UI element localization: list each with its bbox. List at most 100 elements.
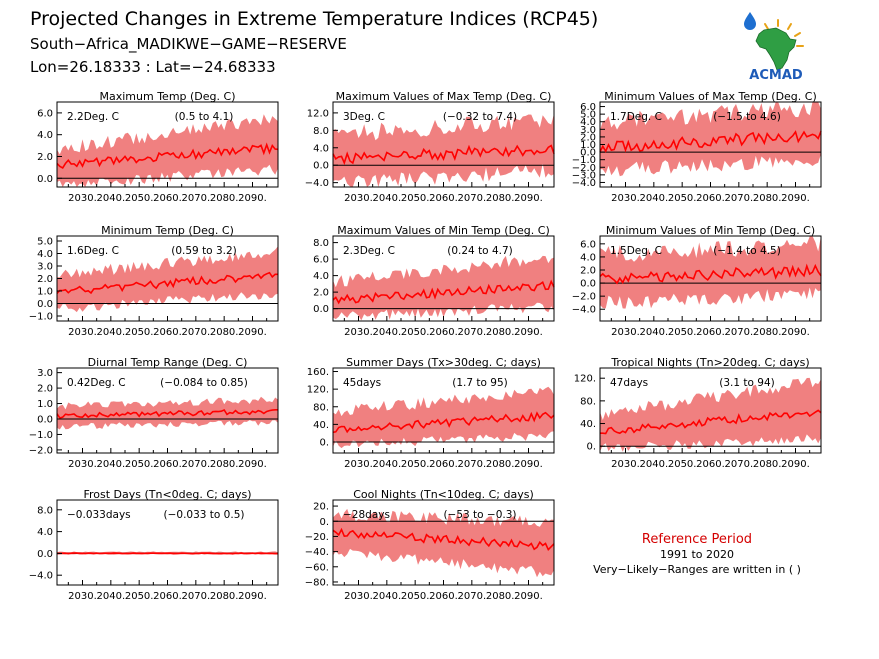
y-tick-label: 0.: [586, 442, 596, 453]
change-value: 1.6Deg. C: [67, 245, 119, 257]
y-tick-label: 5.0: [580, 110, 596, 121]
panel-title: Minimum Values of Min Temp (Deg. C): [606, 224, 815, 237]
panel-2: 2030. 2040. 2050. 2060. 2070. 2080. 2090. −4.0 0…: [305, 90, 555, 204]
x-tick-label: 2090.: [781, 193, 810, 204]
x-tick-label: 2040.: [97, 327, 126, 338]
y-tick-label: −1.0: [572, 155, 596, 166]
likely-range-band: [600, 377, 821, 452]
x-tick-label: 2060.: [696, 459, 725, 470]
x-tick-label: 2070.: [458, 459, 487, 470]
x-tick-label: 2050.: [125, 193, 154, 204]
x-tick-label: 2050.: [401, 591, 430, 602]
x-tick-label: 2080.: [210, 327, 239, 338]
likely-range-label: (−53 to −0.3): [443, 509, 516, 521]
y-tick-label: 1.0: [580, 140, 596, 151]
y-tick-label: −40.: [305, 547, 329, 558]
panel-7: 2030. 2040. 2050. 2060. 2070. 2080. 2090. −2.0 −…: [29, 356, 279, 470]
y-tick-label: 2.0: [37, 384, 53, 395]
x-tick-label: 2030.: [68, 193, 97, 204]
likely-range-band: [57, 114, 278, 187]
x-tick-label: 2080.: [486, 459, 515, 470]
likely-range-label: (3.1 to 94): [719, 377, 774, 389]
likely-range-band: [600, 236, 821, 309]
median-line: [57, 552, 278, 555]
change-value: 45days: [343, 377, 381, 389]
x-tick-label: 2040.: [97, 591, 126, 602]
panel-3: 2030. 2040. 2050. 2060. 2070. 2080. 2090.−4.0−…: [572, 90, 822, 204]
y-tick-label: 4.0: [37, 249, 53, 260]
x-tick-label: 2030.: [344, 193, 373, 204]
x-tick-label: 2070.: [725, 193, 754, 204]
y-tick-label: 0.: [319, 517, 329, 528]
y-tick-label: −2.0: [572, 163, 596, 174]
x-tick-label: 2060.: [153, 591, 182, 602]
panel-10: 2030. 2040. 2050. 2060. 2070. 2080. 2090. −4.0 0…: [29, 488, 279, 602]
y-tick-label: 20.: [313, 502, 329, 513]
x-tick-label: 2060.: [429, 591, 458, 602]
median-line: [332, 411, 555, 434]
likely-range-label: (0.59 to 3.2): [171, 245, 237, 257]
y-tick-label: 4.0: [37, 527, 53, 538]
y-tick-label: 4.0: [580, 252, 596, 263]
y-tick-label: 40.: [580, 419, 596, 430]
panel-title: Cool Nights (Tn<10deg. C; days): [353, 488, 534, 501]
x-tick-label: 2060.: [153, 327, 182, 338]
x-tick-label: 2070.: [182, 193, 211, 204]
y-tick-label: 8.0: [313, 126, 329, 137]
y-tick-label: 6.0: [580, 102, 596, 113]
likely-range-band: [57, 246, 278, 313]
change-value: 47days: [610, 377, 648, 389]
x-tick-label: 2090.: [514, 327, 543, 338]
x-tick-label: 2040.: [373, 591, 402, 602]
y-tick-label: 3.0: [37, 262, 53, 273]
x-tick-label: 2090.: [238, 327, 267, 338]
change-value: 3Deg. C: [343, 111, 385, 123]
x-tick-label: 2050.: [401, 327, 430, 338]
change-value: 0.42Deg. C: [67, 377, 126, 389]
median-line: [56, 271, 278, 295]
y-tick-label: −3.0: [572, 170, 596, 181]
x-tick-label: 2060.: [696, 327, 725, 338]
y-tick-label: 4.0: [313, 271, 329, 282]
y-tick-label: 6.0: [37, 108, 53, 119]
x-tick-label: 2030.: [344, 327, 373, 338]
x-tick-label: 2070.: [182, 591, 211, 602]
x-tick-label: 2080.: [753, 459, 782, 470]
y-tick-label: −80.: [305, 577, 329, 588]
x-tick-label: 2040.: [640, 459, 669, 470]
x-tick-label: 2050.: [125, 459, 154, 470]
y-tick-label: 80.: [580, 396, 596, 407]
x-tick-label: 2040.: [373, 459, 402, 470]
x-tick-label: 2080.: [753, 193, 782, 204]
x-tick-label: 2080.: [486, 591, 515, 602]
y-tick-label: 0.0: [37, 415, 53, 426]
panel-title: Minimum Temp (Deg. C): [101, 224, 234, 237]
water-drop-icon: [744, 12, 756, 30]
median-line: [332, 144, 555, 166]
change-value: 1.7Deg. C: [610, 111, 662, 123]
y-tick-label: 80.: [313, 402, 329, 413]
y-tick-label: 12.0: [307, 108, 329, 119]
y-tick-label: 8.0: [313, 238, 329, 249]
panel-9: 2030. 2040. 2050. 2060. 2070. 2080. 2090. 0. 40.…: [574, 356, 822, 470]
panel-4: 2030. 2040. 2050. 2060. 2070. 2080. 2090. −1.0 0…: [29, 224, 279, 338]
x-tick-label: 2040.: [640, 327, 669, 338]
panel-6: 2030. 2040. 2050. 2060. 2070. 2080. 2090. −4.0 −…: [572, 224, 822, 338]
x-tick-label: 2070.: [182, 327, 211, 338]
acmad-logo: ACMAD: [744, 12, 804, 83]
median-line: [332, 527, 555, 551]
x-tick-label: 2040.: [373, 193, 402, 204]
x-tick-label: 2050.: [125, 591, 154, 602]
x-tick-label: 2040.: [373, 327, 402, 338]
likely-range-label: (1.7 to 95): [452, 377, 507, 389]
x-tick-label: 2090.: [514, 459, 543, 470]
change-value: −0.033days: [67, 509, 131, 521]
likely-range-band: [600, 102, 821, 177]
likely-range-label: (−1.5 to 4.6): [713, 111, 781, 123]
median-line: [599, 263, 822, 285]
x-tick-label: 2090.: [514, 193, 543, 204]
panel-title: Tropical Nights (Tn>20deg. C; days): [610, 356, 809, 369]
median-line: [56, 409, 278, 419]
x-tick-label: 2060.: [429, 327, 458, 338]
